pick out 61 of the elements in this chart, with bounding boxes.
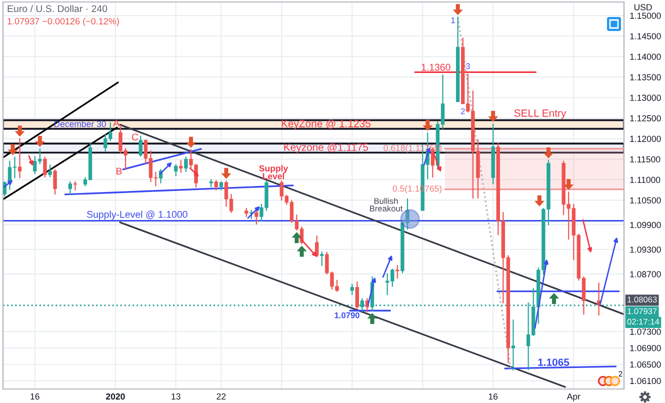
x-tick-label: 13 bbox=[172, 393, 180, 400]
candlestick bbox=[138, 136, 142, 157]
annotation: Bullish Breakout bbox=[370, 198, 403, 212]
y-tick-label: 1.13000 bbox=[630, 94, 661, 101]
annotation: 1.1065 bbox=[538, 358, 570, 366]
candlestick bbox=[174, 164, 178, 176]
annotation: December 30 bbox=[54, 120, 106, 128]
x-tick-label: 16 bbox=[488, 393, 498, 400]
annotation: 1.08063 bbox=[628, 296, 657, 302]
ref-line-label: Supply-Level @ 1.1000 bbox=[86, 210, 188, 220]
candlestick bbox=[48, 164, 52, 178]
y-tick-label: 1.14000 bbox=[630, 54, 661, 60]
y-tick-label: 1.10500 bbox=[630, 197, 661, 204]
candlestick bbox=[73, 181, 78, 191]
annotation: 1.1360 bbox=[422, 64, 450, 71]
annotation: B bbox=[116, 168, 122, 175]
annotation: 3 bbox=[466, 63, 470, 70]
candlestick bbox=[53, 169, 57, 195]
annotation: A bbox=[113, 120, 120, 126]
text: USD bbox=[634, 4, 652, 10]
candlestick bbox=[350, 284, 354, 296]
candlestick bbox=[355, 281, 359, 310]
band-label: Keyzone @1.1175 bbox=[284, 143, 368, 153]
y-tick-label: 1.15000 bbox=[630, 12, 661, 19]
annotation: 1.0790 bbox=[334, 312, 360, 318]
band-label: KeyZone @ 1.1235 bbox=[282, 120, 370, 130]
text: 1.07937 −0.00126 (−0.12%) bbox=[8, 18, 119, 26]
annotation: 2 bbox=[460, 108, 465, 114]
x-tick-label: Apr bbox=[566, 393, 580, 402]
y-tick-label: 1.12500 bbox=[630, 115, 661, 122]
candlestick bbox=[179, 160, 183, 173]
y-tick-label: 1.09300 bbox=[630, 246, 661, 253]
ref-line-label: 1.07937 bbox=[628, 308, 657, 314]
y-tick-label: 1.14500 bbox=[630, 33, 661, 40]
candlestick bbox=[320, 251, 324, 266]
text: 02:17:14 bbox=[627, 318, 660, 325]
x-tick-label: 22 bbox=[216, 393, 226, 400]
y-tick-label: 1.06100 bbox=[630, 378, 661, 384]
candlestick bbox=[511, 320, 516, 371]
y-tick-label: 1.13500 bbox=[630, 74, 661, 80]
y-tick-label: 1.09900 bbox=[630, 222, 661, 228]
annotation: C bbox=[132, 134, 138, 140]
candlestick bbox=[68, 181, 72, 195]
candlestick bbox=[18, 138, 22, 178]
y-tick-label: 1.12000 bbox=[630, 136, 661, 142]
candlestick bbox=[214, 180, 218, 191]
y-tick-label: 1.06500 bbox=[630, 361, 661, 368]
x-tick-label: 16 bbox=[30, 393, 40, 400]
annotation: 1 bbox=[451, 17, 455, 24]
y-tick-label: 1.11000 bbox=[630, 176, 660, 183]
y-tick-label: 1.08700 bbox=[630, 271, 661, 278]
chart-title: Euro / U.S. Dollar · 240 bbox=[8, 4, 108, 12]
annotation: Supply Level bbox=[259, 165, 288, 180]
candlestick bbox=[396, 264, 400, 279]
candlestick bbox=[43, 156, 47, 178]
y-tick-label: 1.11500 bbox=[630, 156, 660, 162]
x-tick-label: 2020 bbox=[106, 393, 125, 400]
y-tick-label: 1.06900 bbox=[630, 345, 661, 352]
annotation: SELL Entry bbox=[514, 109, 566, 119]
candlestick bbox=[184, 156, 188, 172]
y-tick-label: 1.07300 bbox=[630, 328, 661, 335]
